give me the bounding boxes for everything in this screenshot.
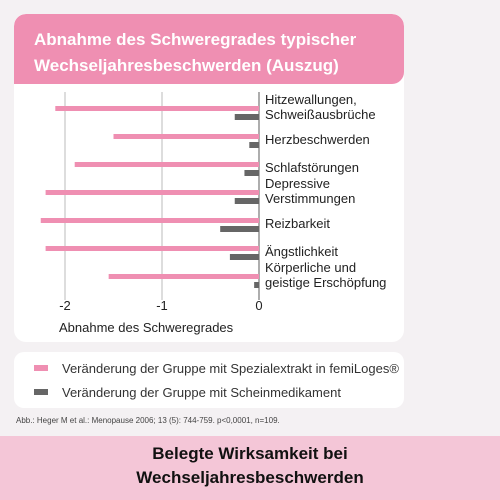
bar-extract-0 [55,106,259,111]
category-label-2: Schlafstörungen [265,160,359,175]
footer-line-2: Wechseljahresbeschwerden [136,468,364,487]
bar-extract-4 [40,218,259,223]
category-label-0: Hitzewallungen, Schweißausbrüche [265,92,376,122]
bar-placebo-3 [234,198,259,204]
legend-item-placebo: Veränderung der Gruppe mit Scheinmedikam… [34,383,341,401]
category-label-5: Ängstlichkeit [265,244,338,259]
legend-swatch-pink [34,365,48,371]
bar-extract-6 [108,274,260,279]
bar-extract-3 [45,190,259,195]
bar-extract-1 [113,134,259,139]
source-citation: Abb.: Heger M et al.: Menopause 2006; 13… [16,416,280,425]
bar-extract-2 [74,162,259,167]
chart-card: Abnahme des Schweregrades typischer Wech… [14,14,404,342]
footer-headline: Belegte Wirksamkeit bei Wechseljahresbes… [0,442,500,490]
tick-label-1: -1 [156,298,168,313]
legend-label-extract: Veränderung der Gruppe mit Spezialextrak… [62,360,399,376]
footer-line-1: Belegte Wirksamkeit bei [152,444,348,463]
bar-extract-5 [45,246,259,251]
bar-chart: Hitzewallungen, Schweißausbrüche Herzbesch… [40,92,386,335]
category-label-4: Reizbarkeit [265,216,330,231]
bar-placebo-6 [254,282,259,288]
tick-label-0: -2 [59,298,71,313]
legend-item-extract: Veränderung der Gruppe mit Spezialextrak… [34,359,399,377]
category-label-3: Depressive Verstimmungen [265,176,355,206]
legend-label-placebo: Veränderung der Gruppe mit Scheinmedikam… [62,384,341,400]
category-label-6: Körperliche und geistige Erschöpfung [265,260,386,290]
bar-placebo-0 [234,114,259,120]
bar-placebo-4 [220,226,259,232]
chart-title-line-2: Wechseljahresbeschwerden (Auszug) [34,56,339,75]
footer-banner: Belegte Wirksamkeit bei Wechseljahresbes… [0,436,500,500]
category-label-1: Herzbeschwerden [265,132,370,147]
chart-title: Abnahme des Schweregrades typischer Wech… [34,27,394,79]
chart-title-line-1: Abnahme des Schweregrades typischer [34,30,357,49]
chart-header: Abnahme des Schweregrades typischer Wech… [14,14,404,84]
legend-swatch-grey [34,389,48,395]
bar-placebo-5 [229,254,259,260]
x-axis-label: Abnahme des Schweregrades [59,320,234,335]
tick-label-2: 0 [255,298,262,313]
bar-placebo-2 [244,170,259,176]
chart-legend: Veränderung der Gruppe mit Spezialextrak… [14,352,404,408]
bar-placebo-1 [249,142,259,148]
